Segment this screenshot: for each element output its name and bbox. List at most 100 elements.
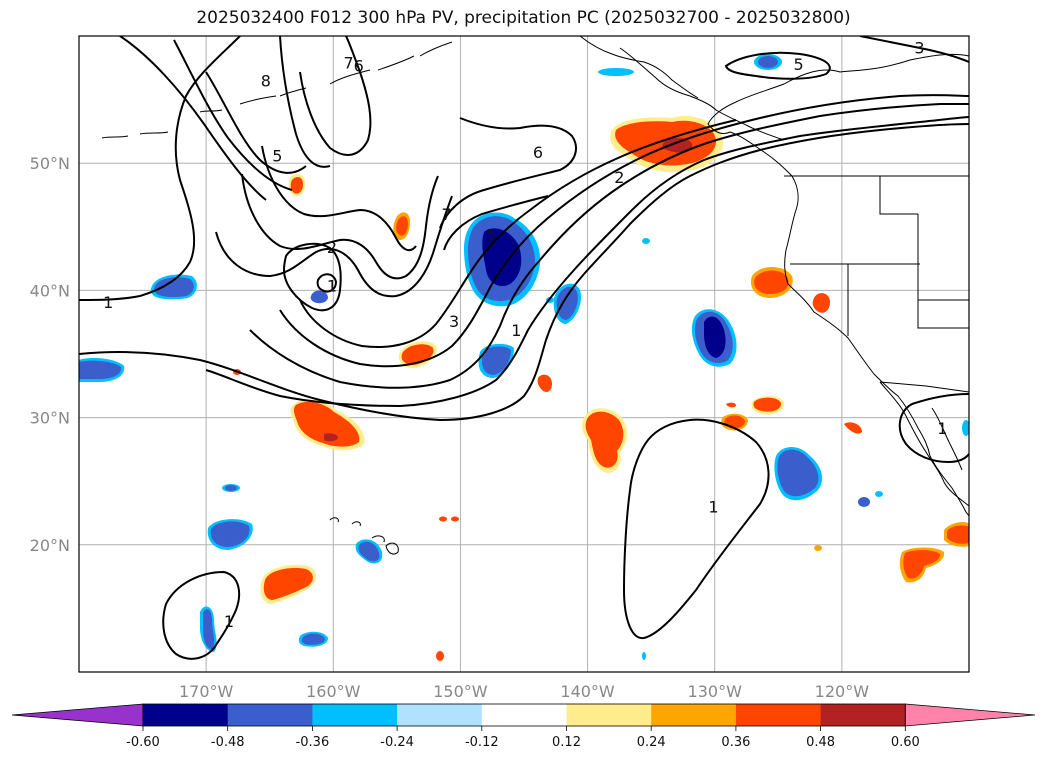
colorbar-tick-label: 0.24 [637, 735, 666, 750]
pv-contour-label: 5 [486, 225, 496, 244]
pv-contour [724, 51, 831, 80]
pv-contour-label: 2 [327, 238, 337, 257]
pv-contour-label: 5 [272, 147, 282, 166]
latitude-labels: 50°N 40°N 30°N 20°N [30, 154, 70, 555]
positive-precip-patch [812, 293, 830, 313]
pv-contour [162, 570, 241, 660]
pv-contour [282, 242, 342, 312]
colorbar-tick-label: -0.12 [465, 735, 499, 750]
pv-contour [261, 145, 417, 252]
negative-precip-patch [207, 519, 253, 550]
negative-precip-patch [355, 539, 383, 564]
colorbar-swatch [312, 704, 398, 726]
pv-contour [119, 36, 267, 201]
pv-contour-label: 6 [533, 143, 543, 162]
pv-contour-label: 1 [511, 321, 521, 340]
colorbar-swatch [651, 704, 737, 726]
colorbar-tick-label: 0.60 [891, 735, 920, 750]
pv-contour [279, 94, 969, 368]
pv-contours [79, 36, 969, 660]
map-frame [78, 35, 970, 673]
lon-tick-label: 130°W [688, 682, 743, 701]
colorbar-swatch [820, 704, 906, 726]
colorbar-tick-label: -0.24 [380, 735, 414, 750]
lat-tick-label: 20°N [30, 536, 70, 555]
pv-contour [443, 195, 549, 251]
map-background [79, 36, 969, 672]
colorbar-swatch [735, 704, 822, 726]
pv-contour-label: 1 [937, 419, 947, 438]
pv-contour [898, 393, 969, 464]
pv-contour-label: 1 [327, 276, 337, 295]
pv-contour [79, 123, 969, 422]
pv-contour-label: 6 [354, 56, 364, 75]
positive-precip-patch [581, 408, 628, 473]
negative-precip-patch [774, 447, 823, 501]
mexico-border [879, 381, 969, 393]
pv-contour-label: 1 [103, 293, 113, 312]
colorbar-swatch [481, 704, 567, 726]
positive-precip-patch [288, 173, 306, 197]
colorbar-tick-label: -0.60 [126, 735, 160, 750]
pv-contour-label: 3 [914, 38, 924, 57]
lon-tick-label: 170°W [179, 682, 234, 701]
positive-precip-patch [393, 212, 410, 241]
lon-tick-label: 140°W [560, 682, 615, 701]
pv-contour [859, 36, 969, 63]
lat-tick-label: 50°N [30, 154, 70, 173]
lat-tick-label: 30°N [30, 409, 70, 428]
pv-contour [279, 36, 331, 168]
pv-contour [215, 195, 453, 298]
positive-precip-patch [844, 422, 862, 434]
colorbar-tick-label: 0.48 [806, 735, 835, 750]
pv-contour-label: 1 [224, 612, 234, 631]
colorbar-swatch [397, 704, 483, 726]
positive-precip-patch [899, 522, 969, 583]
pv-contour [299, 36, 372, 156]
longitude-labels: 170°W 160°W 150°W 140°W 130°W 120°W [179, 682, 869, 701]
negative-precip-patch [310, 290, 328, 304]
colorbar-extend-low [11, 703, 144, 727]
pv-contour-label: 2 [614, 168, 624, 187]
positive-precip-patch [260, 564, 317, 604]
negative-precip-patch [200, 606, 217, 652]
negative-precip-patch [691, 309, 737, 367]
pv-contour-label: 5 [794, 55, 804, 74]
lon-tick-label: 160°W [306, 682, 361, 701]
pv-contour [205, 116, 969, 408]
colorbar-swatch [227, 704, 313, 726]
pv-contour [622, 418, 770, 640]
colorbar-tick-label: -0.36 [296, 735, 330, 750]
colorbar-tick-label: 0.36 [721, 735, 750, 750]
pv-contour [205, 71, 307, 174]
hawaii-islands [329, 517, 399, 555]
pv-contour [299, 119, 737, 348]
pv-contour-label: 7 [441, 205, 451, 224]
negative-precip-patch [546, 283, 582, 324]
positive-precip-patch [537, 374, 552, 392]
coastlines [101, 36, 969, 555]
colorbar-swatch [143, 704, 229, 726]
alaska-peninsula [579, 36, 699, 99]
north-america-coastline [707, 53, 969, 517]
positive-precip-patch [721, 396, 785, 431]
pv-contour [241, 173, 439, 280]
negative-precip-patch [79, 358, 125, 382]
negative-precip-patch-small [222, 54, 969, 660]
colorbar-outline [142, 703, 906, 727]
pv-contour [173, 39, 293, 191]
pv-contour [439, 117, 577, 229]
positive-precip-patch [750, 267, 793, 298]
alaska-coastline [619, 47, 785, 141]
pv-contour-label: 7 [343, 54, 353, 73]
colorbar: -0.60 -0.48 -0.36 -0.24 -0.12 0.12 0.24 0.36 0.4… [11, 703, 1036, 750]
colorbar-tick-label: 0.12 [552, 735, 581, 750]
figure-title: 2025032400 F012 300 hPa PV, precipitatio… [196, 8, 851, 28]
pv-contour-label: 3 [449, 312, 459, 331]
negative-precip-patch [150, 274, 197, 300]
lat-tick-label: 40°N [30, 281, 70, 300]
lon-tick-label: 120°W [815, 682, 870, 701]
pv-contour [316, 273, 338, 293]
